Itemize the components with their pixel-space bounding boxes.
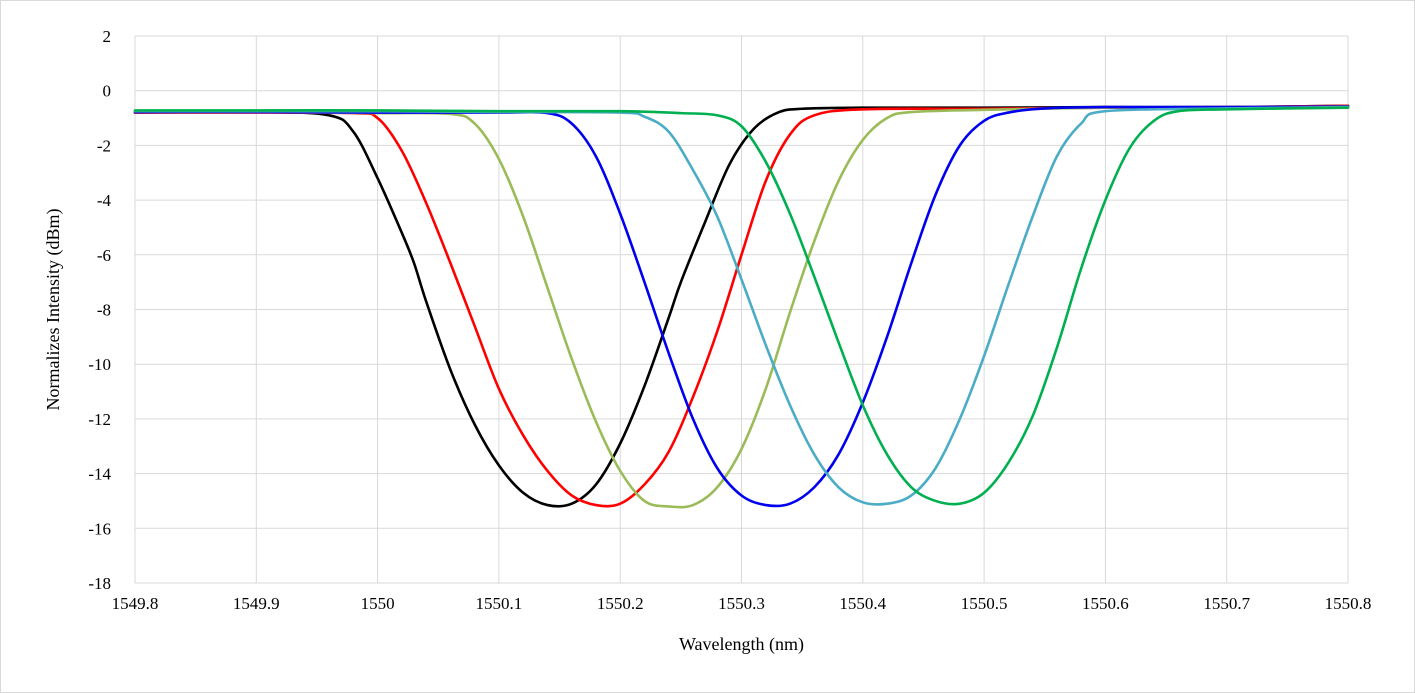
- x-tick-label: 1550.3: [718, 594, 765, 613]
- y-tick-label: -12: [88, 410, 111, 429]
- y-tick-label: 0: [103, 82, 112, 101]
- x-tick-label: 1549.8: [112, 594, 159, 613]
- x-tick-label: 1550.7: [1203, 594, 1250, 613]
- y-tick-label: -10: [88, 355, 111, 374]
- series-line-6: [133, 106, 1350, 506]
- y-tick-label: -2: [97, 136, 111, 155]
- y-tick-label: 2: [103, 27, 112, 46]
- series-lines: [133, 104, 1350, 509]
- y-tick-labels: 2 0 -2 -4 -6 -8 -10 -12 -14 -16 -18: [88, 27, 111, 593]
- x-tick-labels: 1549.8 1549.9 1550 1550.1 1550.2 1550.3 1550.4…: [112, 594, 1372, 613]
- gridlines: [134, 35, 1349, 584]
- series-line-2: [133, 104, 1350, 508]
- y-tick-label: -16: [88, 519, 111, 538]
- y-tick-label: -18: [88, 574, 111, 593]
- y-tick-label: -4: [97, 191, 112, 210]
- x-tick-label: 1550: [361, 594, 395, 613]
- x-tick-label: 1550.2: [597, 594, 644, 613]
- x-tick-label: 1550.6: [1082, 594, 1129, 613]
- x-axis-title: Wavelength (nm): [679, 634, 804, 655]
- y-tick-label: -6: [97, 246, 111, 265]
- y-axis-title: Normalizes Intensity (dBm): [43, 209, 64, 411]
- x-tick-label: 1550.8: [1325, 594, 1372, 613]
- x-tick-label: 1550.4: [839, 594, 886, 613]
- y-tick-label: -8: [97, 301, 111, 320]
- series-line-3: [133, 105, 1350, 509]
- y-tick-label: -14: [88, 465, 111, 484]
- x-tick-label: 1550.5: [961, 594, 1008, 613]
- x-tick-label: 1550.1: [476, 594, 523, 613]
- x-tick-label: 1549.9: [233, 594, 280, 613]
